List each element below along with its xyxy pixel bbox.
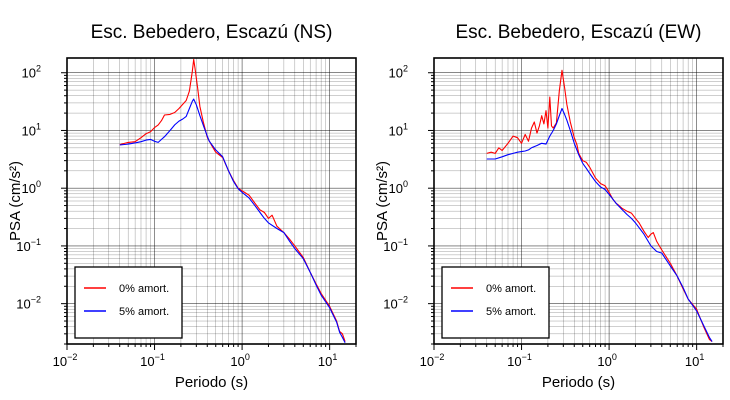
y-tick-label: 102	[389, 64, 408, 81]
y-tick-label: 100	[22, 179, 41, 196]
y-axis-label: PSA (cm/s²)	[374, 161, 391, 241]
legend: 0% amort. 5% amort.	[441, 266, 550, 339]
y-tick-label: 10−2	[16, 295, 41, 312]
legend-label: 5% amort.	[119, 306, 169, 318]
x-tick-label: 10−1	[140, 352, 165, 369]
legend-label: 0% amort.	[486, 283, 536, 295]
x-tick-label: 100	[597, 352, 616, 369]
y-tick-label: 10−2	[383, 295, 408, 312]
gridlines	[433, 58, 724, 345]
x-tick-label: 100	[230, 352, 249, 369]
y-tick-label: 10−1	[383, 237, 408, 254]
chart-title: Esc. Bebedero, Escazú (NS)	[91, 22, 333, 43]
chart-panel-ns: 10−2 10−1 100 101 10−2 10−1 100 101 102 Esc. Bebe…	[7, 22, 357, 391]
series-line-undamped	[119, 58, 346, 342]
x-axis-label: Periodo (s)	[542, 374, 615, 391]
x-tick-label: 10−2	[420, 352, 445, 369]
legend-label: 5% amort.	[486, 306, 536, 318]
legend-box	[441, 266, 550, 339]
chart-title: Esc. Bebedero, Escazú (EW)	[455, 22, 701, 43]
axis-ticks	[428, 72, 724, 350]
y-tick-label: 101	[389, 121, 408, 138]
y-axis-label: PSA (cm/s²)	[7, 161, 24, 241]
series-line-undamped	[486, 69, 713, 343]
chart-panel-ew: 10−2 10−1 100 101 10−2 10−1 100 101 102 Esc. Bebe…	[374, 22, 724, 391]
x-tick-label: 10−2	[53, 352, 78, 369]
x-axis-label: Periodo (s)	[175, 374, 248, 391]
x-tick-label: 101	[318, 352, 337, 369]
x-tick-label: 10−1	[507, 352, 532, 369]
legend-box	[74, 266, 183, 339]
series-line-damped	[486, 107, 713, 342]
y-tick-label: 10−1	[16, 237, 41, 254]
series-line-damped	[119, 98, 346, 344]
legend-label: 0% amort.	[119, 283, 169, 295]
axis-ticks	[61, 72, 357, 350]
y-tick-label: 102	[22, 64, 41, 81]
x-tick-label: 101	[685, 352, 704, 369]
legend: 0% amort. 5% amort.	[74, 266, 183, 339]
y-tick-label: 100	[389, 179, 408, 196]
y-tick-label: 101	[22, 121, 41, 138]
